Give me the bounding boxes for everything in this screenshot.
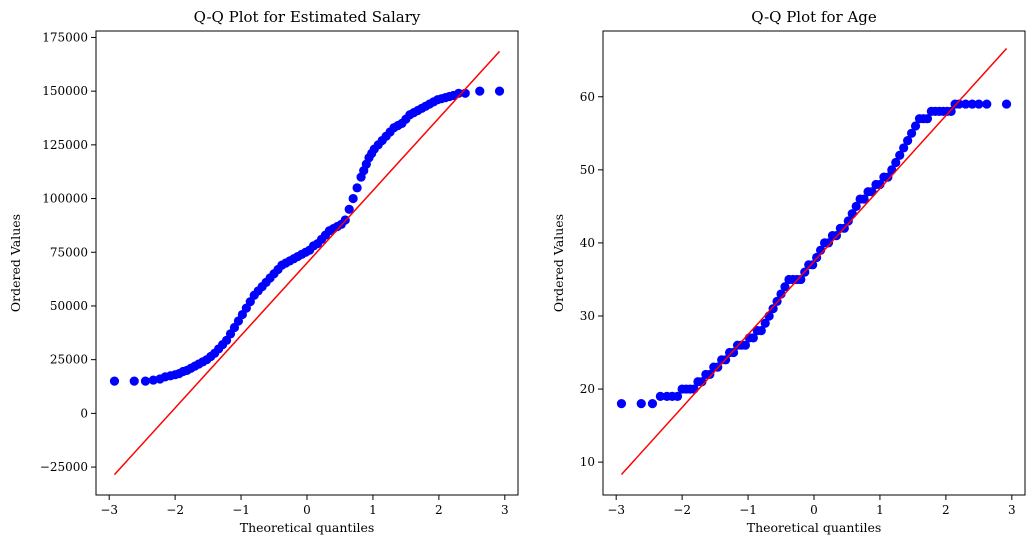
data-point <box>352 183 362 193</box>
x-tick-label: −3 <box>100 503 118 517</box>
data-point <box>808 260 818 270</box>
data-point <box>140 376 151 386</box>
data-point <box>494 86 505 96</box>
data-point <box>910 121 921 131</box>
data-point <box>728 347 739 358</box>
data-point <box>922 114 933 124</box>
y-tick-label: −25000 <box>40 460 88 474</box>
x-tick-label: −1 <box>739 503 757 517</box>
axis-ticks: −3 −2 −1 0 1 2 3 10 20 30 40 50 60 <box>580 90 1016 517</box>
data-point <box>906 128 917 138</box>
y-tick-label: 30 <box>580 309 595 323</box>
data-point <box>768 304 778 314</box>
data-point <box>883 172 893 182</box>
data-point <box>780 282 790 292</box>
y-tick-label: 0 <box>80 406 88 420</box>
data-point <box>954 99 964 109</box>
x-tick-label: −2 <box>166 503 184 517</box>
y-axis-label: Ordered Values <box>8 214 23 312</box>
data-point <box>760 318 770 328</box>
x-tick-label: −3 <box>607 503 625 517</box>
y-tick-label: 10 <box>580 455 595 469</box>
data-point <box>655 391 665 401</box>
y-tick-label: 50000 <box>50 299 88 313</box>
y-tick-label: 100000 <box>42 192 88 206</box>
data-point <box>895 150 905 160</box>
x-tick-label: 1 <box>369 503 377 517</box>
x-tick-label: 2 <box>435 503 443 517</box>
y-tick-label: 175000 <box>42 30 88 44</box>
data-point <box>475 86 485 96</box>
x-tick-label: 3 <box>501 503 509 517</box>
data-point <box>705 369 715 380</box>
y-tick-label: 60 <box>580 90 595 104</box>
x-tick-label: −2 <box>673 503 691 517</box>
reference-line <box>620 48 1008 476</box>
data-point <box>129 376 139 386</box>
data-point <box>636 399 646 409</box>
x-tick-label: 2 <box>942 503 950 517</box>
data-points <box>616 99 1012 409</box>
x-tick-label: −1 <box>232 503 250 517</box>
y-tick-label: 50 <box>580 163 595 177</box>
x-tick-label: 1 <box>876 503 884 517</box>
data-points <box>109 86 505 386</box>
data-point <box>616 399 627 409</box>
qq-plot-age: Q-Q Plot for Age −3 −2 −1 0 1 2 3102030405060 … <box>551 8 1026 535</box>
axis-ticks: −3 −2 −1 0 1 2 3 −25000 0 25000 50000 75000 100000 12… <box>40 30 509 517</box>
data-point <box>823 238 834 248</box>
data-point <box>859 194 869 204</box>
chart-title: Q-Q Plot for Age <box>751 8 877 26</box>
y-tick-label: 75000 <box>50 245 88 259</box>
data-point <box>891 157 901 168</box>
y-tick-label: 20 <box>580 382 595 396</box>
y-tick-label: 40 <box>580 236 595 250</box>
data-point <box>843 216 853 226</box>
data-point <box>961 99 971 109</box>
x-tick-label: 3 <box>1008 503 1016 517</box>
qq-plot-estimated-salary: Q-Q Plot for Estimated Salary −3 −2 −1 0 1 2 3… <box>8 8 519 535</box>
chart-title: Q-Q Plot for Estimated Salary <box>194 8 421 26</box>
x-tick-label: 0 <box>303 503 311 517</box>
data-point <box>903 136 913 146</box>
data-point <box>748 333 758 343</box>
x-tick-label: 0 <box>810 503 818 517</box>
y-tick-label: 150000 <box>42 84 88 98</box>
data-point <box>647 399 658 409</box>
data-point <box>672 391 683 401</box>
x-axis-label: Theoretical quantiles <box>747 520 882 535</box>
data-point <box>851 201 861 211</box>
data-point <box>796 274 806 285</box>
data-point <box>344 204 354 214</box>
y-axis-label: Ordered Values <box>551 214 566 312</box>
data-point <box>899 143 909 153</box>
y-tick-label: 125000 <box>42 138 88 152</box>
x-axis-label: Theoretical quantiles <box>240 520 375 535</box>
data-point <box>982 99 992 109</box>
data-point <box>756 325 766 336</box>
data-point <box>967 99 977 109</box>
reference-line <box>113 50 501 476</box>
data-point <box>946 106 956 116</box>
data-point <box>974 99 984 109</box>
data-point <box>348 193 358 204</box>
data-point <box>740 340 751 350</box>
y-tick-label: 25000 <box>50 353 88 367</box>
data-point <box>109 376 120 386</box>
data-point <box>1001 99 1012 109</box>
data-point <box>454 88 464 98</box>
